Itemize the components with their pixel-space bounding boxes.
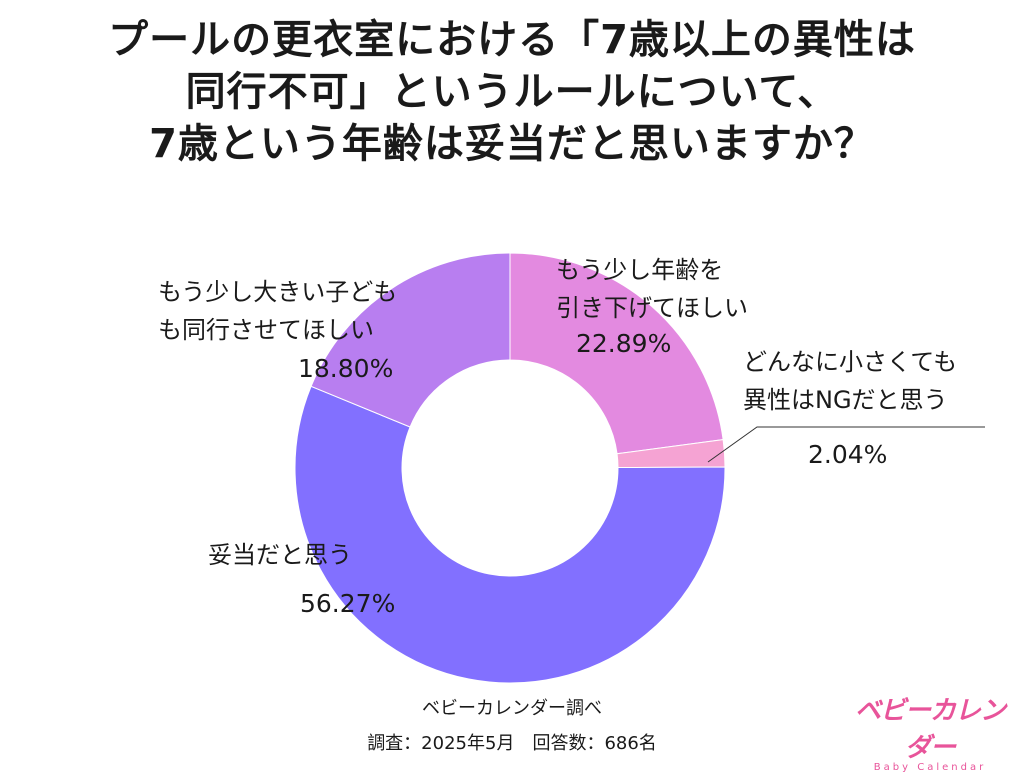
donut-slice-2 [294, 385, 726, 684]
brand-logo: ベビーカレンダー Baby Calendar [850, 690, 1010, 773]
slice-value-label: 18.80% [298, 354, 393, 383]
leader-line [707, 426, 985, 463]
slice-label-line: もう少し大きい子ども [158, 278, 397, 306]
slice-value-label: 22.89% [576, 329, 671, 358]
donut-slice-3 [310, 252, 511, 428]
slice-label-line: 引き下げてほしい [556, 294, 748, 322]
chart-title: プールの更衣室における「7歳以上の異性は 同行不可」というルールについて、 7歳… [0, 14, 1024, 170]
source-note: ベビーカレンダー調べ [422, 698, 602, 719]
title-line-1: プールの更衣室における「7歳以上の異性は [108, 17, 916, 63]
slice-label-line: もう少し年齢を [556, 256, 723, 284]
slice-label-line: どんなに小さくても [743, 348, 957, 376]
title-line-2: 同行不可」というルールについて、 [185, 69, 839, 115]
slice-label-line: も同行させてほしい [158, 316, 374, 344]
slice-value-label: 56.27% [300, 589, 395, 618]
title-line-3: 7歳という年齢は妥当だと思いますか？ [149, 121, 875, 167]
slice-label-line: 妥当だと思う [208, 541, 352, 569]
donut-slice-0 [509, 252, 724, 455]
slice-value-label: 2.04% [808, 440, 887, 469]
slice-label-line: 異性はNGだと思う [743, 386, 948, 414]
donut-slices [294, 252, 726, 684]
survey-info: 調査：2025年5月 回答数：686名 [367, 733, 657, 754]
logo-wordmark: ベビーカレンダー [854, 696, 1006, 763]
